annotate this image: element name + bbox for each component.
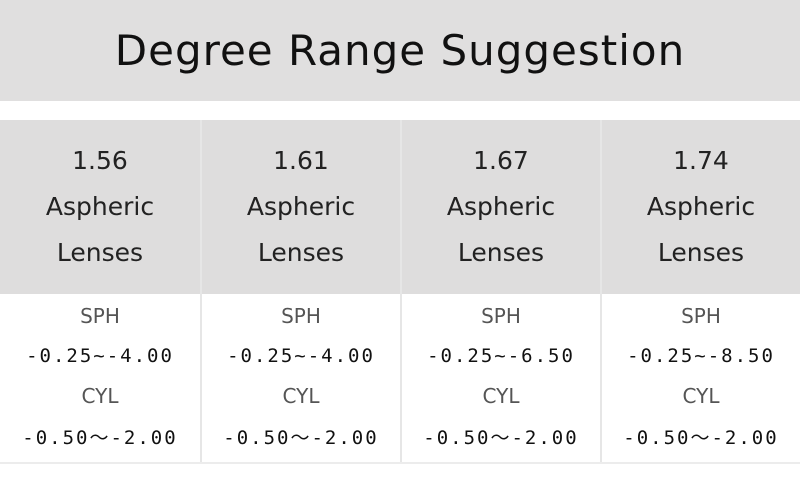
range-label: CYL: [682, 384, 720, 408]
range-label: SPH: [80, 304, 120, 328]
range-value: -0.50～-2.00: [223, 426, 379, 449]
range-value: -0.25~-4.00: [227, 345, 375, 367]
range-label: SPH: [681, 304, 721, 328]
range-label: SPH: [481, 304, 521, 328]
column: 1.74 Aspheric Lenses SPH -0.25~-8.50 CYL -0.…: [600, 120, 800, 464]
column-header: 1.67 Aspheric Lenses: [402, 120, 600, 294]
range-label: CYL: [282, 384, 320, 408]
column: 1.67 Aspheric Lenses SPH -0.25~-6.50 CYL -0.…: [400, 120, 600, 464]
bottom-rule: [0, 462, 800, 464]
range-label: CYL: [81, 384, 119, 408]
range-label: CYL: [482, 384, 520, 408]
table: 1.56 Aspheric Lenses SPH -0.25~-4.00 CYL -0.…: [0, 120, 800, 464]
range-value: -0.50～-2.00: [423, 426, 579, 449]
range-value: -0.25~-8.50: [627, 345, 775, 367]
column-header: 1.56 Aspheric Lenses: [0, 120, 200, 294]
range-value: -0.25~-4.00: [26, 345, 174, 367]
column: 1.61 Aspheric Lenses SPH -0.25~-4.00 CYL -0.…: [200, 120, 400, 464]
column-header: 1.74 Aspheric Lenses: [602, 120, 800, 294]
range-value: -0.25~-6.50: [427, 345, 575, 367]
column-header: 1.61 Aspheric Lenses: [202, 120, 400, 294]
range-label: SPH: [281, 304, 321, 328]
title: Degree Range Suggestion: [0, 0, 800, 101]
range-value: -0.50～-2.00: [22, 426, 178, 449]
column: 1.56 Aspheric Lenses SPH -0.25~-4.00 CYL -0.…: [0, 120, 200, 464]
range-value: -0.50～-2.00: [623, 426, 779, 449]
